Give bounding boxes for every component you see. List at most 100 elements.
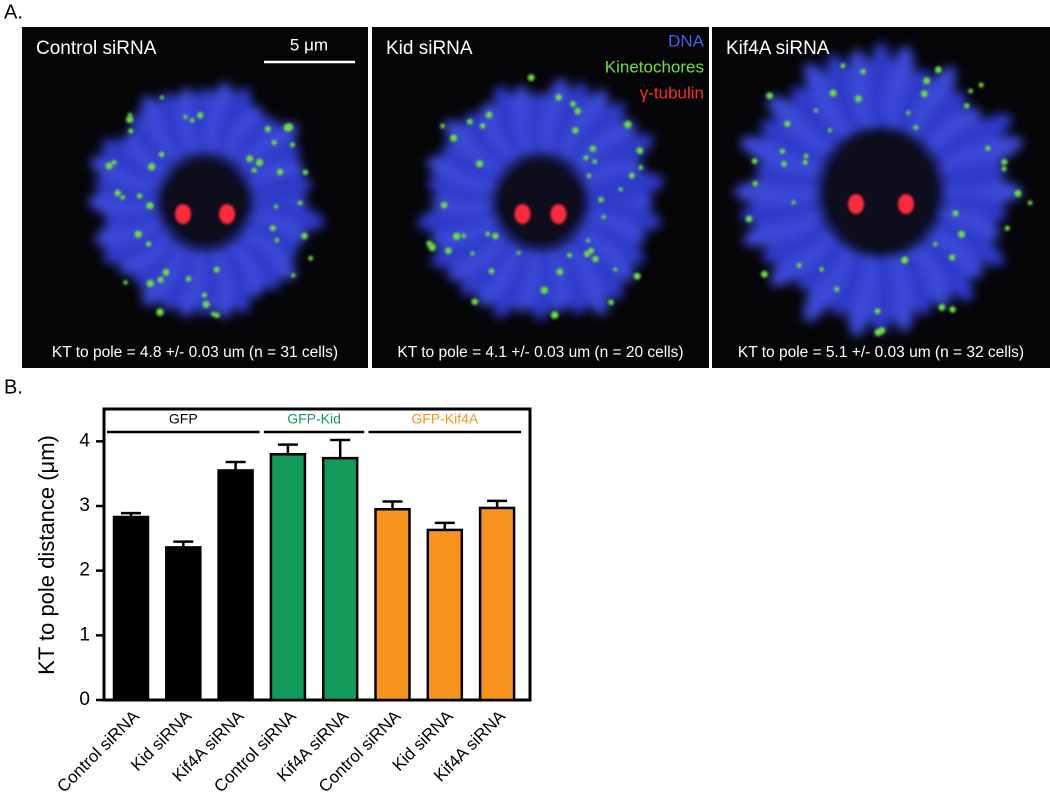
- kinetochore: [211, 311, 216, 317]
- kinetochore: [274, 237, 280, 243]
- chromosome: [760, 119, 828, 165]
- kinetochore: [803, 153, 809, 159]
- group-label: GFP-Kif4A: [411, 411, 479, 427]
- chromosome: [896, 69, 931, 135]
- kinetochore: [949, 254, 956, 261]
- chromosome: [939, 136, 1023, 176]
- kinetochore: [189, 118, 195, 123]
- kinetochore: [592, 159, 598, 164]
- kinetochore: [201, 292, 207, 298]
- centrosome: [219, 204, 235, 224]
- kinetochore: [638, 165, 644, 170]
- kinetochore: [827, 128, 833, 133]
- kinetochore: [829, 89, 837, 97]
- kinetochore: [781, 161, 787, 167]
- kinetochore: [159, 95, 165, 100]
- chromosome: [804, 62, 853, 139]
- kinetochore: [938, 303, 946, 311]
- spindle-region: [155, 160, 255, 244]
- chromosome: [927, 229, 983, 279]
- chromosome: [927, 107, 981, 155]
- kinetochore: [613, 267, 618, 272]
- kinetochore: [589, 145, 597, 152]
- kinetochore: [114, 189, 121, 197]
- chromosome: [934, 220, 1005, 266]
- kinetochore: [586, 238, 591, 243]
- chromosome: [575, 230, 635, 282]
- kinetochore: [120, 195, 126, 200]
- kinetochore: [968, 88, 973, 94]
- group-label: GFP-Kid: [287, 411, 341, 427]
- chromosome: [941, 161, 1006, 190]
- chromosome: [830, 249, 865, 316]
- kinetochore: [185, 276, 192, 282]
- kinetochore: [978, 82, 984, 88]
- group-label: GFP: [169, 411, 198, 427]
- y-tick-label: 1: [79, 624, 90, 645]
- kinetochore: [271, 139, 277, 146]
- chromosome: [909, 66, 957, 139]
- kinetochore: [784, 120, 791, 127]
- panel-caption: KT to pole = 4.8 +/- 0.03 um (n = 31 cel…: [52, 344, 338, 361]
- y-tick-label: 4: [79, 430, 90, 451]
- chromosome: [897, 249, 931, 316]
- kinetochore: [1014, 189, 1022, 197]
- chromosome: [826, 54, 865, 134]
- kinetochore: [289, 142, 295, 148]
- error-bar: [225, 460, 246, 471]
- kinetochore: [555, 93, 563, 101]
- plot-frame: [102, 407, 532, 702]
- kinetochore: [624, 120, 632, 129]
- chromosome: [460, 236, 513, 296]
- kinetochore: [276, 168, 284, 176]
- kinetochore: [450, 134, 458, 142]
- kinetochore: [766, 92, 773, 100]
- chromosome: [248, 212, 307, 245]
- kinetochore: [269, 225, 276, 232]
- kinetochore: [485, 231, 491, 237]
- kinetochore: [264, 125, 271, 133]
- chromosome: [123, 132, 171, 175]
- kinetochore: [840, 63, 846, 69]
- bar: [426, 528, 464, 702]
- kinetochore: [985, 145, 991, 151]
- kinetochore: [111, 159, 117, 165]
- kinetochore: [779, 148, 786, 154]
- chromosome: [130, 114, 178, 168]
- kinetochore: [492, 232, 499, 240]
- centrosome: [175, 204, 191, 224]
- kinetochore: [213, 266, 220, 273]
- kinetochore: [540, 286, 549, 295]
- kinetochore: [760, 270, 768, 278]
- kinetochore: [633, 272, 641, 280]
- dna: [417, 78, 665, 321]
- kinetochore: [964, 103, 970, 109]
- kinetochore: [834, 286, 840, 292]
- spindle-region: [818, 139, 944, 245]
- kinetochore: [134, 230, 142, 238]
- kinetochore: [802, 159, 808, 165]
- kinetochore: [902, 256, 909, 263]
- panel-title: Control siRNA: [36, 38, 157, 59]
- kinetochore: [752, 180, 758, 187]
- scale-bar-label: 5 μm: [290, 35, 328, 54]
- bar: [374, 507, 411, 702]
- chromosome: [580, 222, 645, 265]
- kinetochore: [588, 247, 595, 254]
- kinetochore: [592, 255, 599, 263]
- chromosome: [101, 139, 165, 182]
- kinetochore: [291, 273, 296, 278]
- chromosome: [769, 230, 835, 287]
- kinetochore: [601, 214, 606, 220]
- kinetochore: [426, 240, 433, 247]
- kinetochore: [105, 162, 113, 170]
- chromosome: [216, 87, 252, 159]
- bar: [165, 546, 202, 702]
- kinetochore: [145, 241, 152, 247]
- kinetochore: [819, 267, 824, 272]
- kinetochore: [751, 158, 758, 164]
- kinetochore: [957, 230, 966, 238]
- kinetochore: [1004, 225, 1010, 231]
- chromosome: [762, 219, 828, 264]
